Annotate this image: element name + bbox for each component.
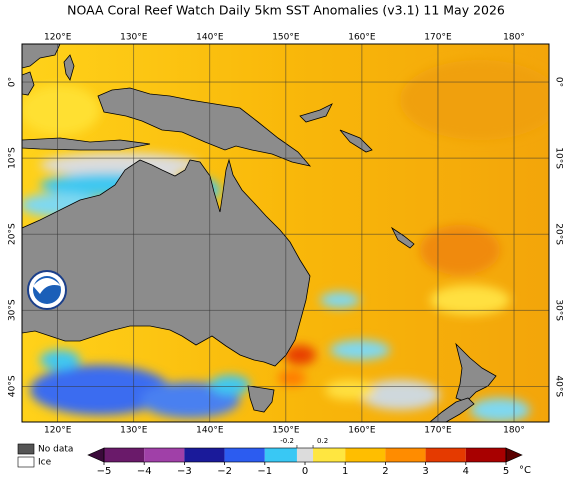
lon-label-bottom: 180°	[503, 426, 525, 436]
colorbar-tick-label: −3	[177, 466, 192, 477]
lat-label-right: 0°	[554, 77, 564, 87]
lon-label-bottom: 140°E	[196, 426, 224, 436]
colorbar-segment	[465, 448, 506, 462]
lat-label-left: 10°S	[8, 147, 18, 169]
lat-label-left: 0°	[8, 77, 18, 87]
south-island-nz	[429, 397, 475, 422]
indonesia-north	[22, 44, 61, 69]
colorbar-over-arrow	[505, 447, 523, 463]
lon-label-bottom: 170°E	[424, 426, 452, 436]
lon-label-bottom: 130°E	[120, 426, 148, 436]
colorbar-tick-label: −2	[217, 466, 232, 477]
lon-label-top: 130°E	[120, 33, 148, 43]
lat-label-left: 40°S	[8, 375, 18, 397]
map-title: NOAA Coral Reef Watch Daily 5km SST Anom…	[67, 3, 505, 18]
new-guinea	[97, 87, 312, 167]
colorbar-tick-label: −4	[137, 466, 152, 477]
colorbar-segment	[144, 448, 185, 462]
noaa-logo	[27, 270, 67, 310]
lat-label-right: 10°S	[554, 147, 564, 169]
colorbar-segment	[184, 448, 225, 462]
colorbar-tick-label: 1	[342, 466, 348, 477]
colorbar-tick-label: −5	[97, 466, 112, 477]
timor-islands	[22, 137, 151, 151]
colorbar-segment	[264, 448, 297, 462]
colorbar-segment	[345, 448, 386, 462]
halmahera	[63, 54, 75, 81]
lat-label-left: 20°S	[8, 223, 18, 245]
lon-label-bottom: 150°E	[272, 426, 300, 436]
colorbar-segment	[425, 448, 466, 462]
land	[22, 44, 497, 422]
colorbar-minor-label: 0.2	[317, 437, 328, 445]
colorbar-minor-label: -0.2	[280, 437, 294, 445]
colorbar-segment	[104, 448, 145, 462]
lon-label-bottom: 120°E	[44, 426, 72, 436]
new-britain	[299, 103, 333, 123]
ice-label: Ice	[38, 458, 52, 468]
lon-label-top: 170°E	[424, 33, 452, 43]
lat-label-right: 40°S	[554, 375, 564, 397]
lat-label-left: 30°S	[8, 299, 18, 321]
graticule	[22, 44, 549, 422]
australia	[22, 158, 311, 367]
lon-label-top: 140°E	[196, 33, 224, 43]
north-island-nz	[455, 342, 497, 403]
colorbar-segment	[296, 448, 314, 462]
colorbar-under-arrow	[87, 447, 105, 463]
new-caledonia	[390, 226, 415, 249]
lon-label-bottom: 160°E	[348, 426, 376, 436]
colorbar-tick-label: −1	[257, 466, 272, 477]
lon-label-top: 160°E	[348, 33, 376, 43]
colorbar-tick-label: 0	[302, 466, 308, 477]
lat-label-right: 30°S	[554, 299, 564, 321]
map-area	[22, 44, 549, 422]
ice-swatch	[17, 456, 35, 468]
colorbar-tick-label: 5	[503, 466, 509, 477]
no-data-swatch	[17, 443, 35, 455]
colorbar-segment	[385, 448, 426, 462]
colorbar-unit: °C	[519, 465, 531, 476]
no-data-label: No data	[38, 445, 73, 455]
colorbar-segment	[224, 448, 265, 462]
colorbar-tick-label: 2	[382, 466, 388, 477]
tasmania	[247, 385, 275, 413]
solomon-islands	[339, 129, 373, 153]
colorbar: −5 −4 −3 −2 −1 0 1 2 3 4 5 -0.2 0.2 °C	[87, 437, 531, 477]
lon-label-top: 180°	[503, 33, 525, 43]
colorbar-tick-label: 3	[422, 466, 428, 477]
sulawesi	[22, 71, 35, 96]
lat-label-right: 20°S	[554, 223, 564, 245]
map-frame	[21, 43, 550, 423]
lon-label-top: 120°E	[44, 33, 72, 43]
colorbar-tick-label: 4	[463, 466, 469, 477]
lon-label-top: 150°E	[272, 33, 300, 43]
colorbar-segment	[313, 448, 346, 462]
